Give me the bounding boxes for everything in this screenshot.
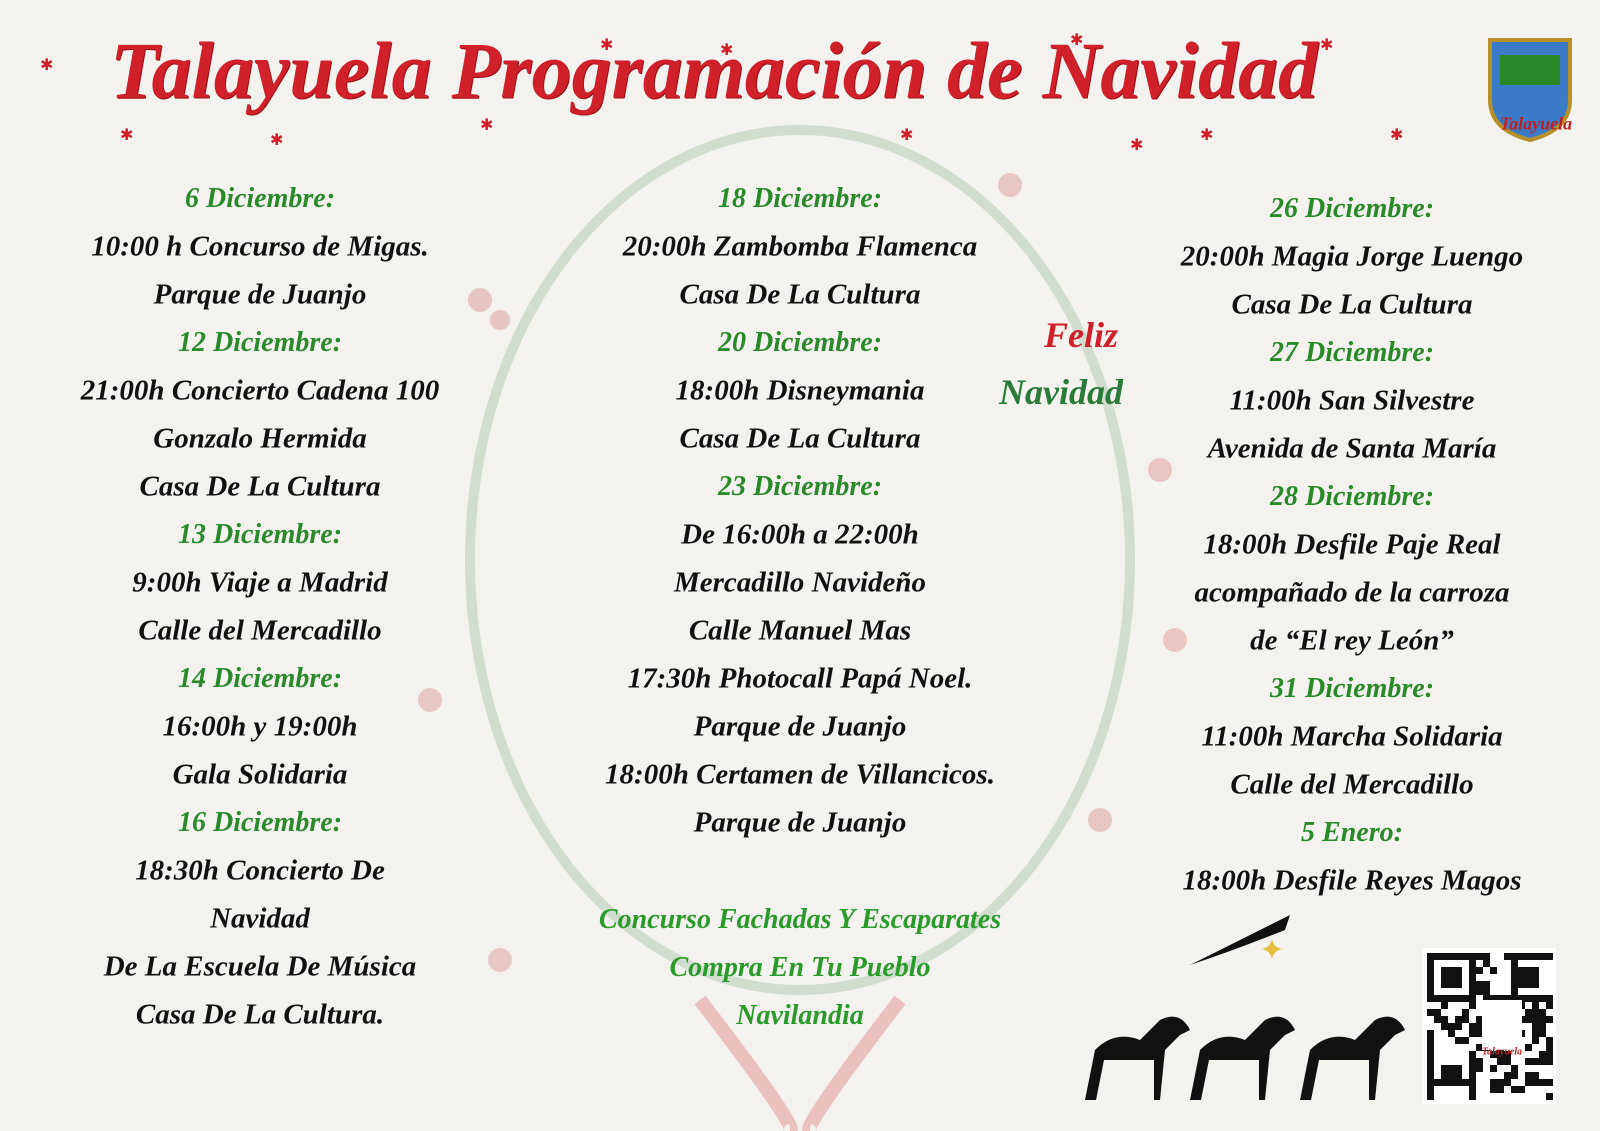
logo-label: Talayuela (1499, 113, 1573, 134)
event-line: 21:00h Concierto Cadena 100 (80, 374, 440, 407)
event-line: 18:30h Concierto De (135, 854, 385, 887)
event-line: 20:00h Magia Jorge Luengo (1180, 240, 1524, 273)
svg-text:✱: ✱ (1320, 35, 1333, 54)
promo-line: Concurso Fachadas Y Escaparates (598, 904, 1002, 935)
event-line: 18:00h Desfile Reyes Magos (1182, 864, 1522, 897)
svg-text:✱: ✱ (1200, 125, 1213, 144)
event-line: Casa De La Cultura (139, 470, 381, 503)
event-date: 28 Diciembre: (1269, 481, 1435, 512)
event-line: Parque de Juanjo (693, 806, 907, 839)
promo-line: Compra En Tu Pueblo (669, 952, 931, 983)
event-line: 9:00h Viaje a Madrid (132, 566, 388, 599)
event-date: 6 Diciembre: (184, 183, 336, 214)
event-line: Calle del Mercadillo (138, 614, 382, 647)
event-line: Parque de Juanjo (693, 710, 907, 743)
event-line: Casa De La Cultura (679, 278, 921, 311)
event-line: Gala Solidaria (172, 758, 348, 791)
svg-text:✱: ✱ (1130, 135, 1143, 154)
svg-text:✱: ✱ (1390, 125, 1403, 144)
event-line: acompañado de la carroza (1194, 576, 1510, 609)
event-line: Calle del Mercadillo (1230, 768, 1474, 801)
event-line: 18:00h Certamen de Villancicos. (605, 758, 995, 791)
wreath (465, 125, 1135, 995)
event-line: 16:00h y 19:00h (162, 710, 358, 743)
event-line: 11:00h Marcha Solidaria (1201, 720, 1503, 753)
event-line: 11:00h San Silvestre (1229, 384, 1475, 417)
qr-code (1422, 948, 1556, 1104)
svg-text:✱: ✱ (720, 40, 733, 59)
event-line: 17:30h Photocall Papá Noel. (627, 662, 973, 695)
event-line: Gonzalo Hermida (153, 422, 367, 455)
svg-text:✱: ✱ (900, 125, 913, 144)
event-date: 26 Diciembre: (1269, 193, 1435, 224)
event-line: de “El rey León” (1250, 624, 1454, 657)
svg-text:✦: ✦ (1259, 934, 1284, 967)
greeting: Feliz (1043, 315, 1119, 355)
svg-text:✱: ✱ (40, 55, 53, 74)
event-date: 18 Diciembre: (717, 183, 883, 214)
event-date: 31 Diciembre: (1269, 673, 1435, 704)
svg-text:✱: ✱ (600, 35, 613, 54)
event-line: Avenida de Santa María (1207, 432, 1497, 465)
event-line: Casa De La Cultura. (135, 998, 385, 1031)
event-line: Mercadillo Navideño (673, 566, 927, 599)
promo-line: Navilandia (736, 1000, 864, 1031)
event-date: 14 Diciembre: (177, 663, 343, 694)
event-date: 16 Diciembre: (177, 807, 343, 838)
event-line: De La Escuela De Música (103, 950, 417, 983)
event-line: 18:00h Disneymania (675, 374, 925, 407)
event-date: 20 Diciembre: (717, 327, 883, 358)
svg-text:✱: ✱ (120, 125, 133, 144)
event-date: 5 Enero: (1301, 817, 1403, 848)
qr-label: Talayuela (1481, 1046, 1523, 1058)
greeting: Navidad (999, 372, 1123, 412)
event-line: 18:00h Desfile Paje Real (1203, 528, 1501, 561)
three-kings (1085, 915, 1405, 1100)
event-line: De 16:00h a 22:00h (681, 518, 919, 551)
event-line: 10:00 h Concurso de Migas. (91, 230, 429, 263)
svg-text:✱: ✱ (1070, 30, 1083, 49)
event-line: Navidad (210, 902, 310, 935)
svg-text:✱: ✱ (480, 115, 493, 134)
event-line: Calle Manuel Mas (688, 614, 912, 647)
event-line: Parque de Juanjo (153, 278, 367, 311)
event-date: 12 Diciembre: (177, 327, 343, 358)
title: Talayuela Programación de Navidad (109, 27, 1319, 116)
event-date: 27 Diciembre: (1269, 337, 1435, 368)
event-date: 13 Diciembre: (177, 519, 343, 550)
event-line: Casa De La Cultura (679, 422, 921, 455)
event-date: 23 Diciembre: (717, 471, 883, 502)
event-line: 20:00h Zambomba Flamenca (622, 230, 978, 263)
svg-text:✱: ✱ (270, 130, 283, 149)
logo (1488, 38, 1572, 143)
event-line: Casa De La Cultura (1231, 288, 1473, 321)
